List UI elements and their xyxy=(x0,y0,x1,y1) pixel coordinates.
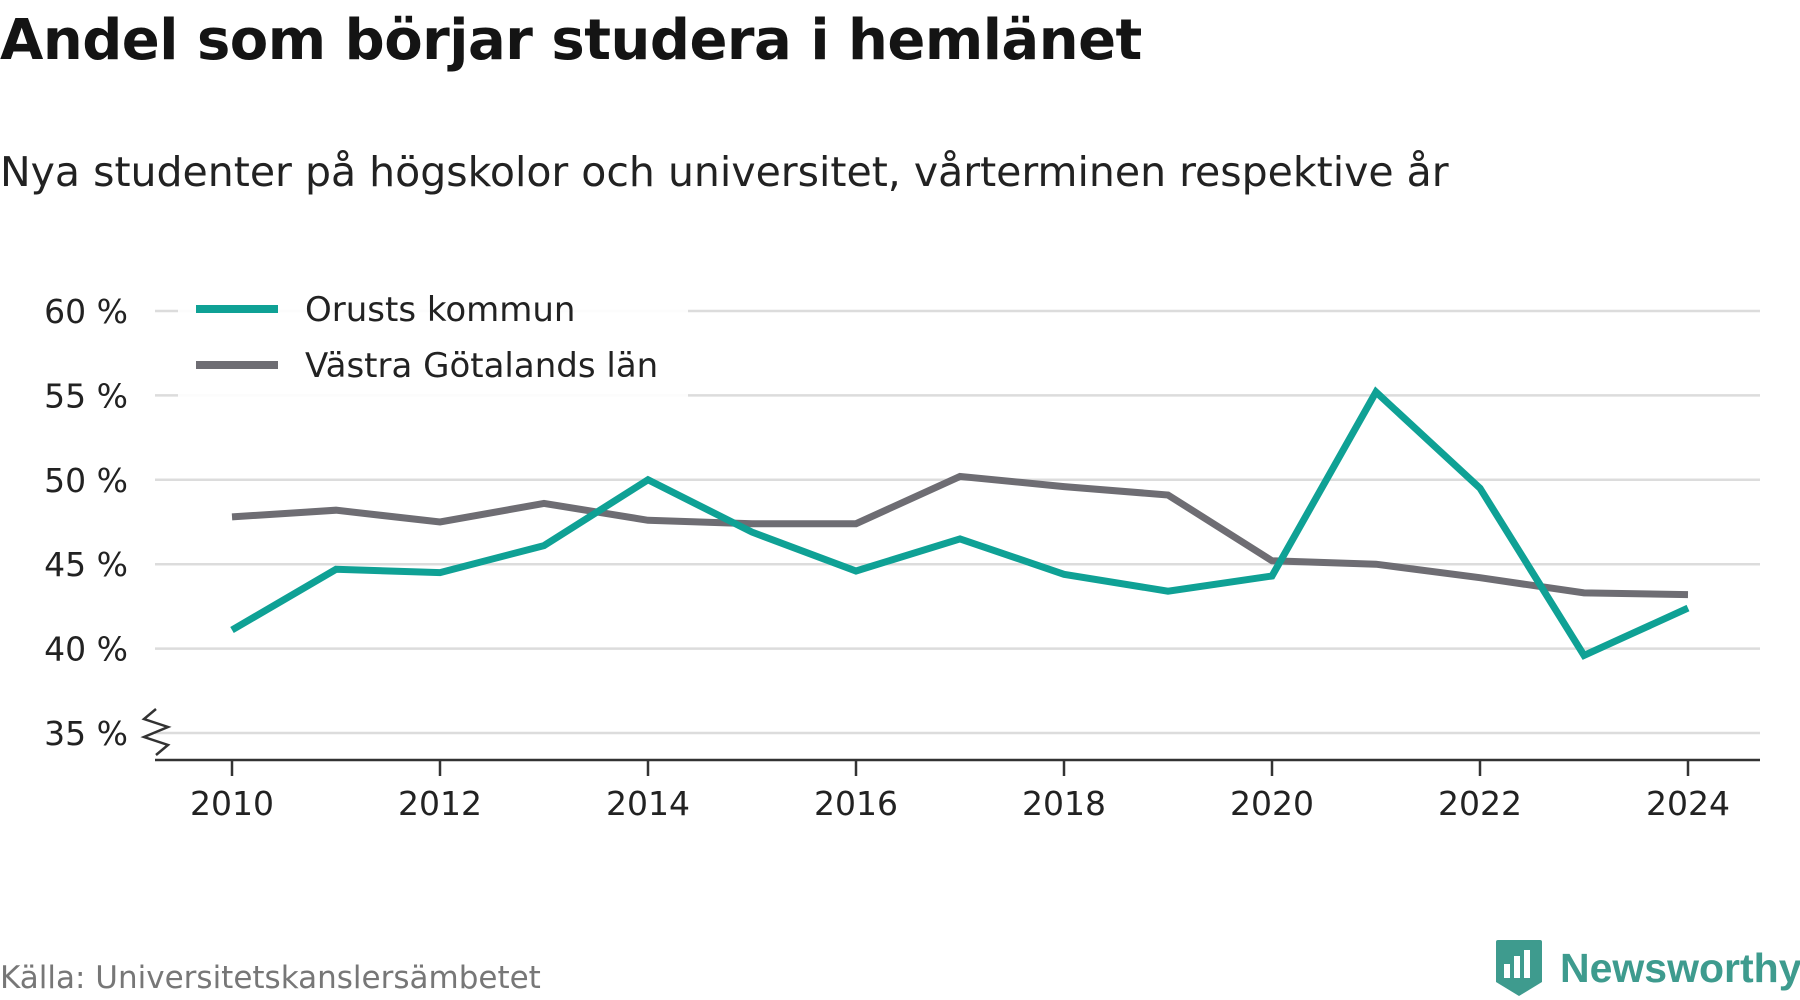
y-axis-labels: 35 % 40 % 45 % 50 % 55 % 60 % xyxy=(44,292,128,753)
x-axis xyxy=(155,758,1760,776)
chart-subtitle: Nya studenter på högskolor och universit… xyxy=(0,148,1449,196)
y-tick-label: 50 % xyxy=(44,461,128,500)
x-tick-label: 2016 xyxy=(814,784,898,823)
y-tick-label: 40 % xyxy=(44,630,128,669)
y-tick-label: 55 % xyxy=(44,376,128,415)
bar-chart-badge-icon xyxy=(1496,940,1542,996)
x-tick-label: 2022 xyxy=(1438,784,1522,823)
x-tick-label: 2018 xyxy=(1022,784,1106,823)
series-lines xyxy=(230,386,1690,660)
x-tick-label: 2010 xyxy=(190,784,274,823)
chart-title: Andel som börjar studera i hemlänet xyxy=(0,8,1142,73)
legend: Orusts kommun Västra Götalands län xyxy=(178,290,688,398)
x-axis-labels: 2010 2012 2014 2016 2018 2020 2022 2024 xyxy=(190,784,1730,823)
series-line-orusts-kommun xyxy=(230,386,1690,660)
series-line-v-stra-g-talands-l-n xyxy=(231,472,1689,599)
y-tick-label: 60 % xyxy=(44,292,128,331)
axis-break-icon xyxy=(140,708,172,756)
y-tick-label: 45 % xyxy=(44,545,128,584)
y-tick-label: 35 % xyxy=(44,714,128,753)
brand-name: Newsworthy xyxy=(1560,944,1800,991)
legend-label: Västra Götalands län xyxy=(305,346,658,386)
x-tick-label: 2024 xyxy=(1646,784,1730,823)
source-note: Källa: Universitetskanslersämbetet xyxy=(0,960,541,996)
x-tick-label: 2012 xyxy=(398,784,482,823)
newsworthy-logo: Newsworthy xyxy=(1494,938,1800,998)
x-tick-label: 2014 xyxy=(606,784,690,823)
x-tick-label: 2020 xyxy=(1230,784,1314,823)
legend-label: Orusts kommun xyxy=(305,290,575,330)
